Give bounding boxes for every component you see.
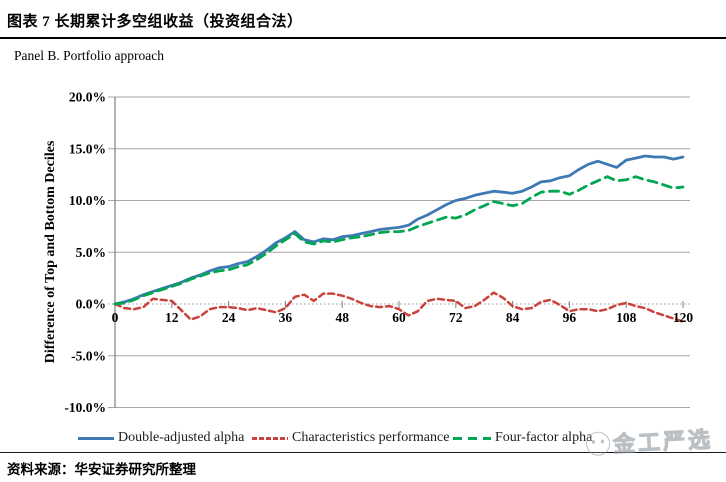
y-tick-label: 0.0% [76,297,106,312]
legend-swatch-blue-solid-line [78,436,114,440]
x-tick-label: 84 [506,310,520,325]
x-tick-label: 72 [449,310,463,325]
footer-divider [0,452,726,453]
y-tick-label: 15.0% [69,141,106,156]
y-tick-label: -5.0% [71,348,106,363]
series-line-double-adjusted-alpha [113,154,685,306]
title-underline [0,37,726,39]
legend-item-four-factor-alpha: Four-factor alpha [453,429,592,447]
legend-item-characteristics-performance: Characteristics performance [252,429,449,447]
legend-swatch-green-dashed-line [453,436,491,440]
legend-label: Characteristics performance [292,430,450,445]
x-tick-label: 24 [222,310,236,325]
legend-swatch-red-dashed-line [252,436,288,440]
panel-label: Panel B. Portfolio approach [14,48,164,63]
x-tick-label: 96 [563,310,577,325]
series-line-four-factor-alpha [113,175,685,306]
legend-label: Four-factor alpha [495,430,593,445]
source-note: 资料来源：华安证券研究所整理 [7,462,196,477]
legend-label: Double-adjusted alpha [118,430,245,445]
x-tick-label: 48 [335,310,349,325]
y-tick-label: -10.0% [64,400,106,415]
x-tick-label: 36 [279,310,293,325]
series-line-characteristics-performance [113,291,685,323]
y-tick-label: 5.0% [76,245,106,260]
x-tick-label: 108 [616,310,637,325]
x-tick-label: 0 [112,310,119,325]
y-axis-title: Difference of Top and Bottom Deciles [43,140,58,363]
y-tick-label: 20.0% [69,90,106,105]
x-tick-label: 120 [673,310,694,325]
legend-item-double-adjusted-alpha: Double-adjusted alpha [78,429,244,447]
figure-title: 图表 7 长期累计多空组收益（投资组合法） [7,14,303,30]
y-tick-label: 10.0% [69,193,106,208]
x-tick-label: 12 [165,310,179,325]
x-tick-label: 60 [392,310,406,325]
